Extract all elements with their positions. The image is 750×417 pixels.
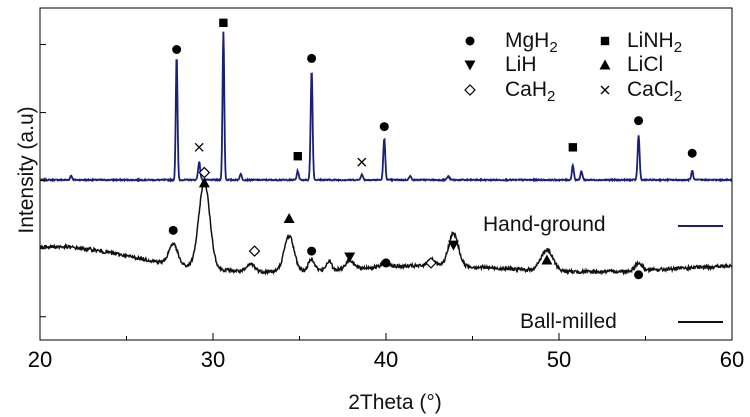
legend-marker — [600, 85, 610, 95]
series-label: Ball-milled — [520, 310, 617, 333]
triangle-up-marker-icon — [283, 212, 295, 223]
x-tick-label: 30 — [201, 347, 225, 372]
legend-label: MgH2 — [505, 29, 558, 56]
legend-label: LiCl — [627, 53, 663, 76]
y-axis-title: Intensity (a.u) — [15, 106, 38, 233]
peak-marker — [219, 18, 228, 28]
circle-marker-icon — [381, 258, 391, 268]
legend-marker — [600, 36, 610, 46]
circle-marker-icon — [634, 116, 644, 126]
series-label: Hand-ground — [483, 213, 606, 236]
x-tick-label: 60 — [720, 347, 744, 372]
triangle-up-marker-icon — [599, 59, 611, 70]
peak-marker — [307, 53, 317, 63]
triangle-down-marker-icon — [344, 252, 356, 263]
triangle-up-marker-icon — [541, 254, 553, 265]
circle-marker-icon — [687, 148, 697, 158]
circle-marker-icon — [634, 270, 644, 280]
triangle-down-marker-icon — [464, 60, 476, 71]
square-marker-icon — [219, 18, 228, 28]
legend-label-subscript: 2 — [674, 88, 682, 105]
peak-marker — [687, 148, 697, 158]
triangle-down-marker-icon — [447, 240, 459, 251]
peak-marker — [379, 122, 389, 132]
cross-marker-icon — [600, 85, 610, 95]
peak-marker — [381, 258, 391, 268]
peak-marker — [634, 270, 644, 280]
circle-marker-icon — [307, 53, 317, 63]
cross-marker-icon — [357, 157, 367, 167]
peak-marker — [168, 225, 178, 235]
x-tick-label: 40 — [374, 347, 398, 372]
legend-marker — [465, 36, 475, 46]
peak-marker — [634, 116, 644, 126]
peak-marker — [425, 257, 437, 269]
diamond-marker-icon — [425, 257, 437, 269]
legend-label: LiNH2 — [627, 29, 682, 56]
peak-marker — [357, 157, 367, 167]
triangle-up-marker-icon — [198, 177, 210, 188]
circle-marker-icon — [379, 122, 389, 132]
series-line — [39, 31, 733, 183]
square-marker-icon — [293, 152, 302, 161]
x-tick-label: 20 — [28, 347, 52, 372]
peak-marker — [194, 142, 204, 152]
square-marker-icon — [568, 143, 578, 152]
circle-marker-icon — [168, 225, 178, 235]
series-label-layer: Hand-ground Ball-milled — [483, 213, 723, 333]
legend-label: CaH2 — [505, 78, 555, 105]
circle-marker-icon — [172, 45, 182, 54]
legend-marker — [464, 60, 476, 71]
legend-label: CaCl2 — [627, 78, 682, 105]
circle-marker-icon — [307, 246, 317, 256]
peak-marker-layer — [168, 18, 697, 280]
cross-marker-icon — [194, 142, 204, 152]
diamond-marker-icon — [464, 84, 476, 96]
square-marker-icon — [600, 36, 610, 46]
diamond-marker-icon — [248, 245, 261, 257]
axes: 2Theta (°) Intensity (a.u) 20 30 40 50 60 — [15, 44, 744, 414]
peak-marker — [172, 45, 182, 54]
legend-label-subscript: 2 — [549, 39, 557, 56]
peak-marker — [541, 254, 553, 265]
peak-marker — [307, 246, 317, 256]
circle-marker-icon — [465, 36, 475, 46]
x-axis-title: 2Theta (°) — [348, 391, 442, 414]
peak-marker — [283, 212, 295, 223]
x-tick-label: 50 — [547, 347, 571, 372]
legend: MgH2 LiNH2 LiH LiCl CaH2 CaCl2 — [464, 29, 682, 105]
legend-label-subscript: 2 — [547, 88, 555, 105]
peak-marker — [248, 245, 261, 257]
legend-label: LiH — [505, 53, 537, 76]
peak-marker — [344, 252, 356, 263]
peak-marker — [293, 152, 302, 161]
peak-marker — [447, 240, 459, 251]
legend-label-subscript: 2 — [674, 39, 682, 56]
peak-marker — [568, 143, 578, 152]
legend-marker — [599, 59, 611, 70]
legend-marker — [464, 84, 476, 96]
peak-marker — [198, 177, 210, 188]
